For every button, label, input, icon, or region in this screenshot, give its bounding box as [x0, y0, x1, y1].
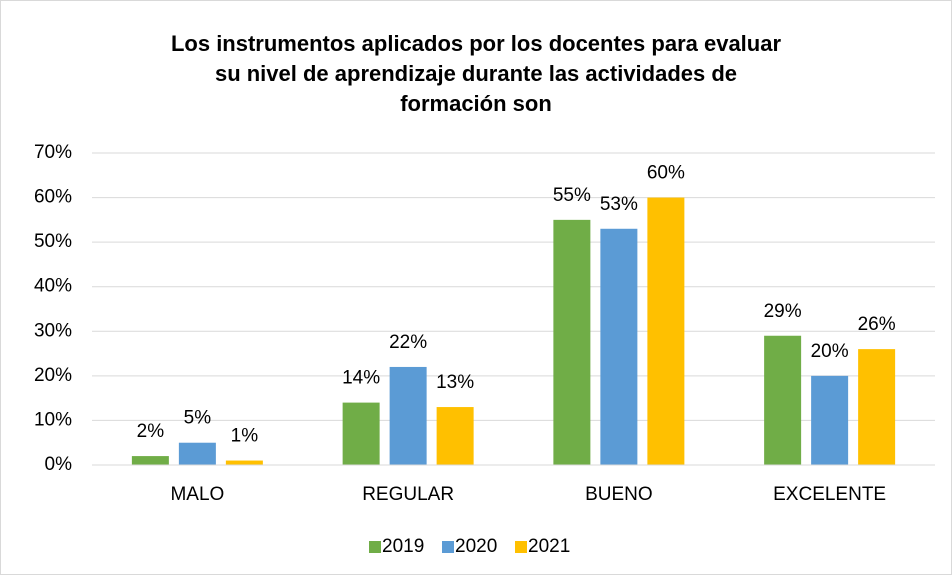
data-label: 20% [811, 341, 849, 362]
data-label: 29% [764, 301, 802, 322]
y-tick-label: 20% [34, 365, 72, 386]
bar [600, 228, 638, 465]
data-label: 60% [647, 163, 685, 184]
y-tick-label: 0% [45, 454, 73, 475]
legend-swatch [369, 541, 381, 553]
data-label: 13% [436, 372, 474, 393]
bar [131, 456, 169, 465]
legend-label: 2020 [455, 536, 497, 557]
y-tick-label: 70% [34, 142, 72, 163]
bar [811, 375, 849, 465]
x-tick-label: BUENO [585, 484, 653, 505]
bar [342, 402, 380, 465]
chart-title: su nivel de aprendizaje durante las acti… [215, 61, 737, 86]
y-tick-label: 10% [34, 409, 72, 430]
bar [389, 366, 427, 465]
y-tick-label: 60% [34, 187, 72, 208]
bar [436, 407, 474, 465]
data-label: 14% [342, 368, 380, 389]
data-label: 1% [231, 426, 259, 447]
chart-title: Los instrumentos aplicados por los docen… [171, 31, 781, 56]
x-tick-label: MALO [170, 484, 224, 505]
data-label: 22% [389, 332, 427, 353]
legend-swatch [515, 541, 527, 553]
y-tick-label: 30% [34, 320, 72, 341]
bar [553, 219, 591, 465]
bar [858, 349, 896, 465]
data-label: 53% [600, 194, 638, 215]
y-tick-label: 40% [34, 276, 72, 297]
data-label: 5% [184, 408, 212, 429]
x-tick-label: EXCELENTE [773, 484, 886, 505]
chart-title: formación son [400, 91, 552, 116]
legend-label: 2019 [382, 536, 424, 557]
y-tick-label: 50% [34, 231, 72, 252]
bar [764, 335, 802, 465]
data-label: 26% [858, 314, 896, 335]
bar [647, 197, 685, 466]
x-tick-label: REGULAR [362, 484, 454, 505]
bar [225, 460, 263, 465]
legend-label: 2021 [528, 536, 570, 557]
bar [178, 442, 216, 465]
data-label: 55% [553, 185, 591, 206]
data-label: 2% [137, 421, 165, 442]
legend-swatch [442, 541, 454, 553]
